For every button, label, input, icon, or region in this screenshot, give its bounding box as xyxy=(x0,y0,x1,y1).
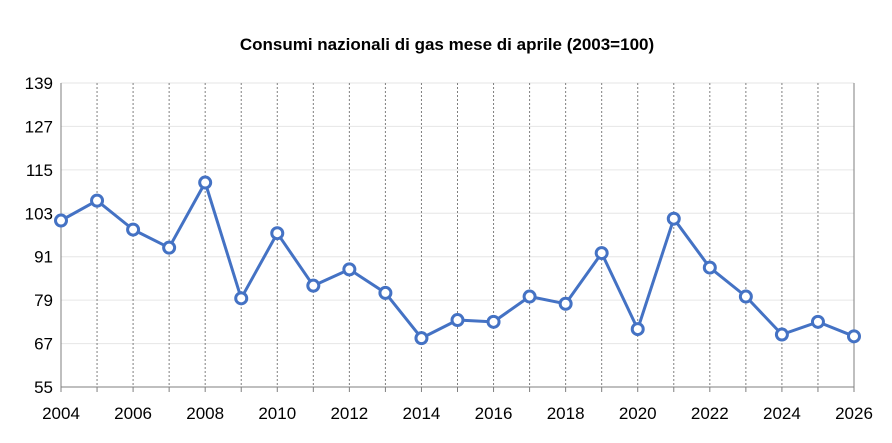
x-tick-labels: 2004 2006 2008 2010 2012 2014 2016 2018 2020 2022… xyxy=(42,404,873,423)
x-tick-label: 2014 xyxy=(403,404,441,423)
chart-title: Consumi nazionali di gas mese di aprile … xyxy=(240,35,654,54)
data-point xyxy=(162,240,177,255)
data-point xyxy=(630,322,645,337)
y-tick-label: 55 xyxy=(34,378,53,397)
y-tick-label: 115 xyxy=(26,161,53,180)
data-point xyxy=(738,289,753,304)
axes xyxy=(60,83,855,392)
x-tick-label: 2022 xyxy=(691,404,729,423)
x-tick-label: 2006 xyxy=(114,404,152,423)
x-tick-label: 2004 xyxy=(42,404,80,423)
data-point xyxy=(306,278,321,293)
y-tick-label: 91 xyxy=(34,248,53,267)
x-tick-label: 2016 xyxy=(475,404,513,423)
data-point xyxy=(594,246,609,261)
y-tick-label: 127 xyxy=(25,117,53,136)
data-point xyxy=(702,260,717,275)
y-tick-label: 79 xyxy=(34,291,53,310)
x-tick-label: 2020 xyxy=(619,404,657,423)
data-point xyxy=(198,175,213,190)
data-point xyxy=(90,193,105,208)
data-point xyxy=(558,296,573,311)
x-tick-label: 2026 xyxy=(835,404,873,423)
y-tick-label: 103 xyxy=(25,204,53,223)
y-tick-label: 67 xyxy=(34,335,53,354)
data-point xyxy=(342,262,357,277)
data-point xyxy=(774,327,789,342)
y-tick-labels: 55 67 79 91 103 115 127 139 xyxy=(25,74,53,397)
x-tick-label: 2012 xyxy=(330,404,368,423)
gridlines xyxy=(61,82,854,387)
data-point xyxy=(847,329,861,344)
data-point xyxy=(810,314,825,329)
data-point xyxy=(234,291,249,306)
data-point xyxy=(126,222,141,237)
data-point xyxy=(414,331,429,346)
x-tick-label: 2010 xyxy=(258,404,296,423)
data-point xyxy=(378,285,393,300)
x-tick-label: 2018 xyxy=(547,404,585,423)
data-point xyxy=(522,289,537,304)
data-point xyxy=(54,213,68,228)
data-point xyxy=(450,313,465,328)
data-point xyxy=(666,211,681,226)
series-layer xyxy=(54,175,861,346)
x-tick-label: 2008 xyxy=(186,404,224,423)
data-point xyxy=(486,314,501,329)
y-tick-label: 139 xyxy=(25,74,53,93)
data-point xyxy=(270,226,285,241)
x-tick-label: 2024 xyxy=(763,404,801,423)
